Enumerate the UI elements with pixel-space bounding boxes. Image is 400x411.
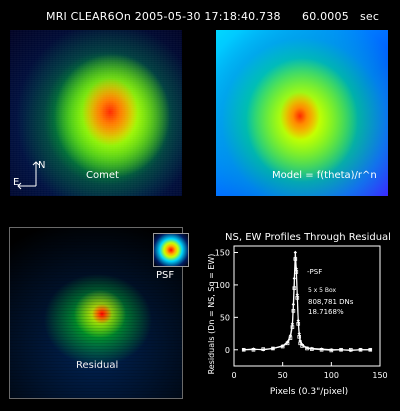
exposure-value: 60.0005 (302, 10, 349, 23)
ew-profile-marker (348, 347, 353, 352)
ew-profile-marker (296, 322, 301, 326)
y-tick-label: 0 (225, 346, 230, 355)
y-tick-label: 50 (220, 313, 230, 322)
ew-profile-marker (358, 347, 363, 352)
ew-profile-marker (310, 347, 314, 351)
ew-profile-marker (261, 347, 265, 351)
ew-profile-marker (294, 270, 299, 274)
y-axis-ticks: 0 50 100 150 (215, 248, 238, 355)
y-tick-label: 150 (215, 248, 230, 257)
plot-title: NS, EW Profiles Through Residual (225, 232, 391, 243)
ew-profile-marker (305, 346, 309, 351)
ew-profile-marker (293, 257, 298, 261)
y-tick-label: 100 (215, 281, 230, 290)
percent-annotation: 18.7168% (308, 308, 344, 316)
residual-label: Residual (76, 360, 119, 371)
comet-compass (17, 161, 40, 190)
ew-profile-marker (292, 286, 297, 290)
ew-profile-marker (297, 335, 302, 339)
x-tick-label: 100 (324, 371, 339, 380)
ew-profile-marker (290, 325, 295, 329)
x-tick-label: 150 (372, 371, 387, 380)
comet-image-panel: N E Comet (10, 30, 182, 196)
box-annotation: 5 x 5 Box (308, 287, 337, 294)
observation-datetime: On 2005-05-30 17:18:40.738 (115, 10, 281, 23)
ew-profile-marker (368, 347, 373, 352)
model-label: Model = f(theta)/r^n (272, 170, 377, 181)
plot-frame (233, 245, 381, 367)
compass-east-label: E (13, 177, 20, 188)
psf-annotation: -PSF (307, 268, 322, 276)
plot-xlabel: Pixels (0.3"/pixel) (270, 387, 348, 397)
ew-profile-marker (329, 348, 334, 353)
profile-series (241, 250, 373, 353)
instrument-label: MRI CLEAR6 (46, 10, 115, 23)
ew-profile-marker (295, 296, 300, 300)
dns-annotation: 808,781 DNs (308, 298, 354, 306)
plot-ylabel: Residuals (Dn = NS, Sq = EW) (207, 254, 216, 375)
ew-profile-line (243, 258, 371, 351)
comet-label: Comet (86, 170, 119, 181)
ew-profile-marker (251, 347, 256, 352)
ew-profile-marker (300, 344, 304, 348)
ew-profile-marker (339, 347, 343, 352)
ns-profile-marker (293, 250, 298, 255)
ew-profile-marker (291, 309, 296, 313)
model-image-panel: Model = f(theta)/r^n (216, 30, 388, 196)
ew-profile-marker (298, 341, 302, 346)
psf-inset (153, 233, 189, 267)
ew-profile-marker (288, 336, 293, 340)
profile-plot-svg: NS, EW Profiles Through Residual Residua… (207, 232, 391, 397)
residual-image-panel: Residual (9, 227, 183, 399)
psf-label: PSF (156, 270, 175, 281)
profile-plot: NS, EW Profiles Through Residual Residua… (204, 228, 394, 404)
ns-profile-marker (251, 347, 256, 351)
exposure-unit: sec (360, 10, 380, 23)
ew-profile-marker (319, 347, 324, 352)
x-tick-label: 0 (231, 371, 236, 380)
plot-annotations: -PSF 5 x 5 Box 808,781 DNs 18.7168% (307, 268, 354, 316)
compass-north-label: N (38, 160, 46, 171)
x-axis-ticks: 0 50 100 150 (231, 362, 388, 380)
ew-profile-marker (285, 341, 290, 346)
ew-profile-marker (271, 346, 275, 351)
ew-profile-marker (241, 347, 246, 352)
x-tick-label: 50 (278, 371, 288, 380)
ew-profile-marker (280, 344, 285, 349)
